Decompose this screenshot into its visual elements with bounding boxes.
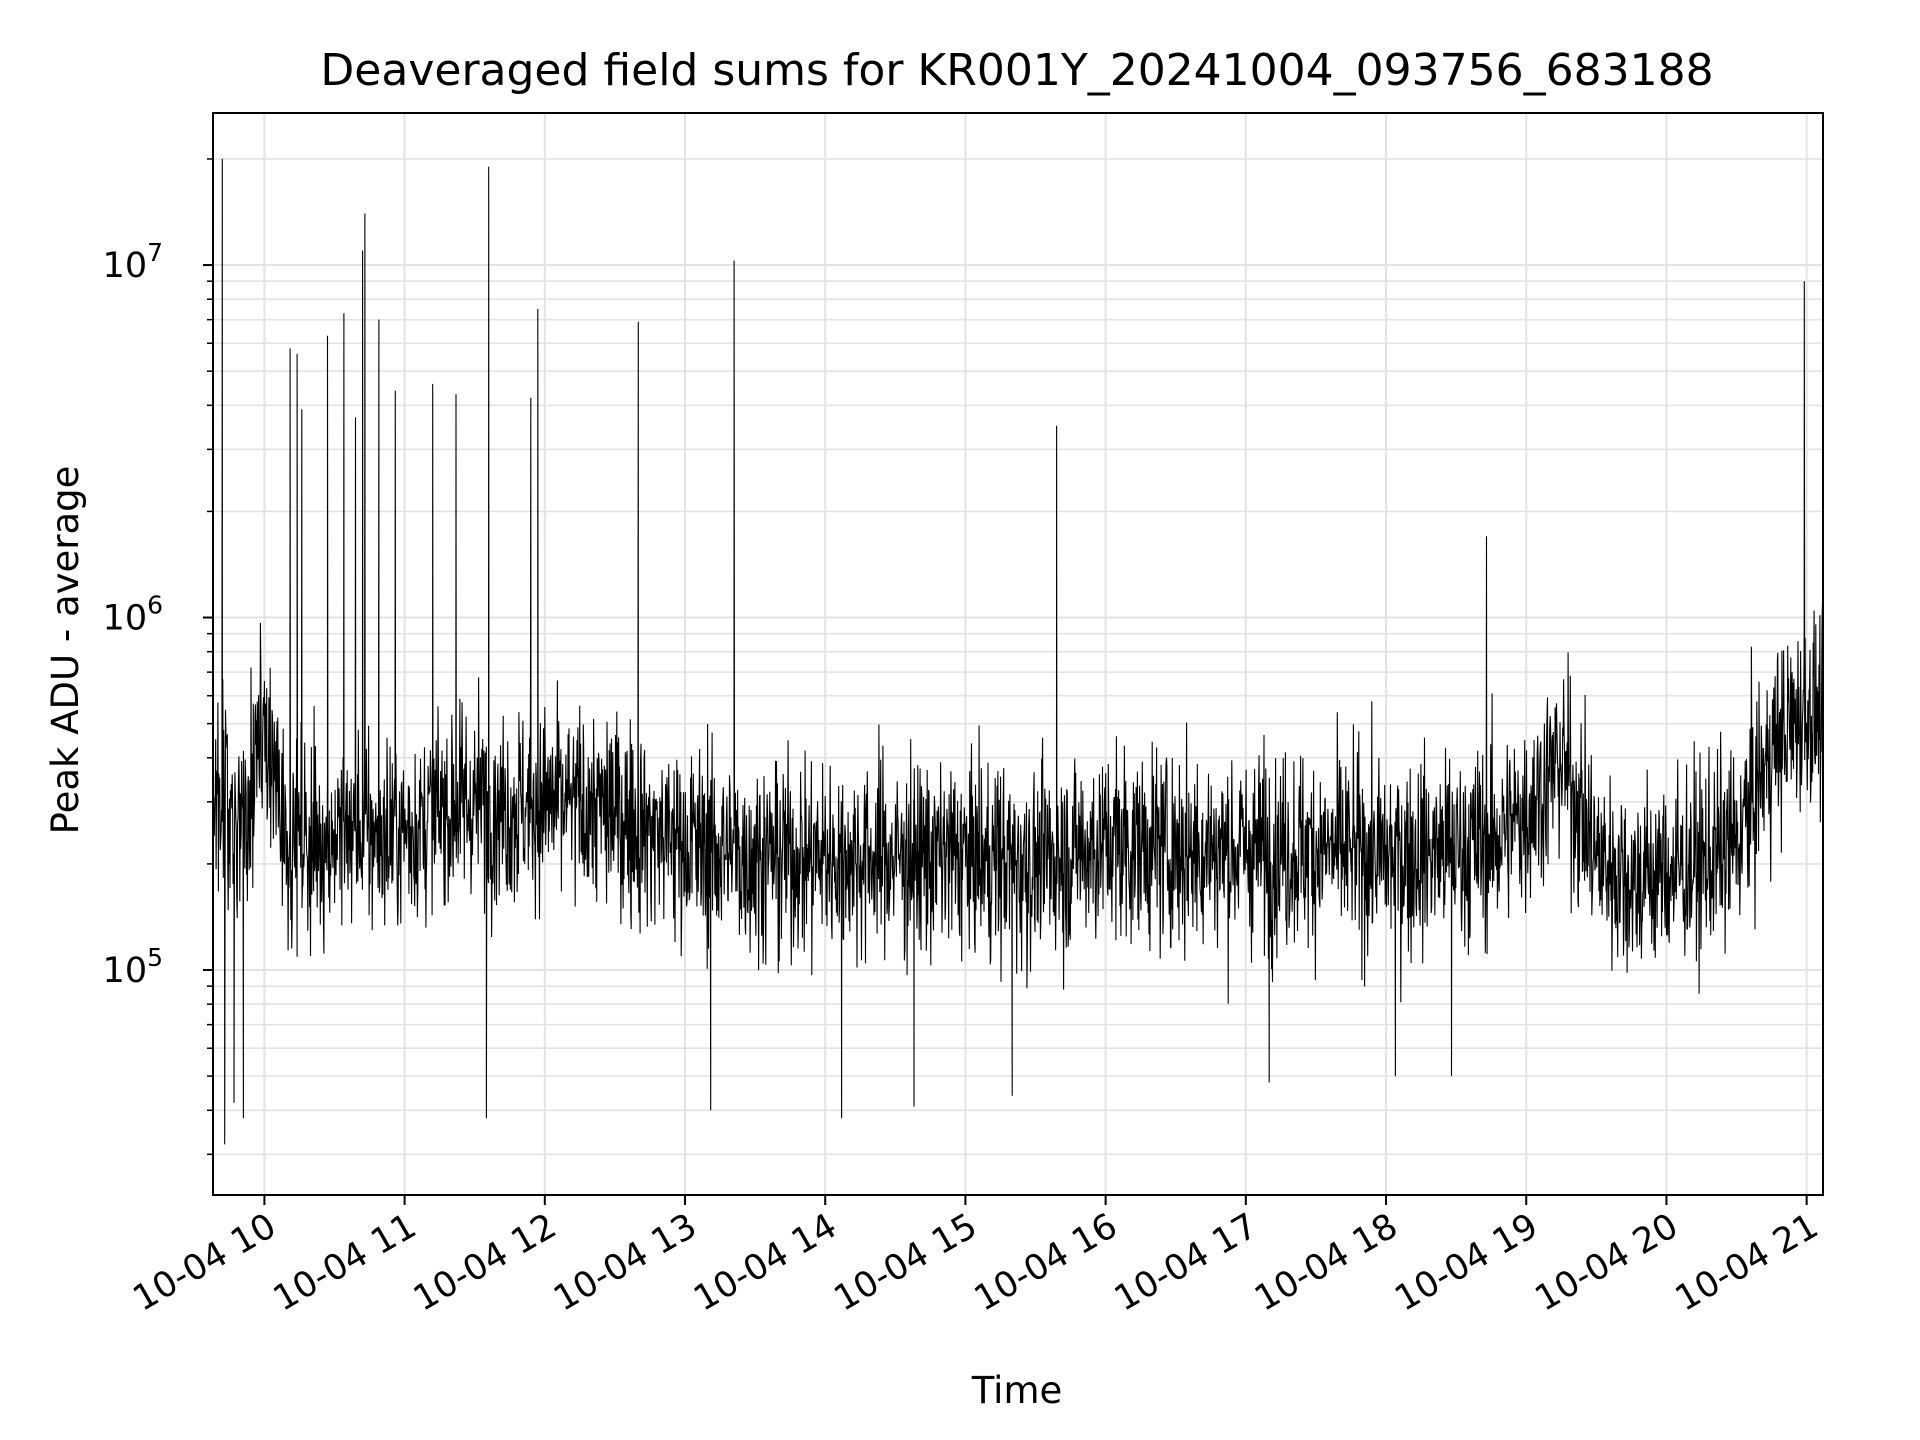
series-line <box>212 158 1824 1145</box>
y-tick-exponent: 7 <box>147 238 163 267</box>
y-tick-label: 105 <box>103 943 163 991</box>
y-tick-exponent: 5 <box>147 943 163 972</box>
y-tick-exponent: 6 <box>147 591 163 620</box>
y-axis-label: Peak ADU - average <box>44 466 87 835</box>
x-axis-label: Time <box>971 1369 1063 1412</box>
plot-frame <box>212 112 1824 1196</box>
chart-title: Deaveraged field sums for KR001Y_2024100… <box>320 45 1713 96</box>
series-layer <box>212 158 1824 1145</box>
